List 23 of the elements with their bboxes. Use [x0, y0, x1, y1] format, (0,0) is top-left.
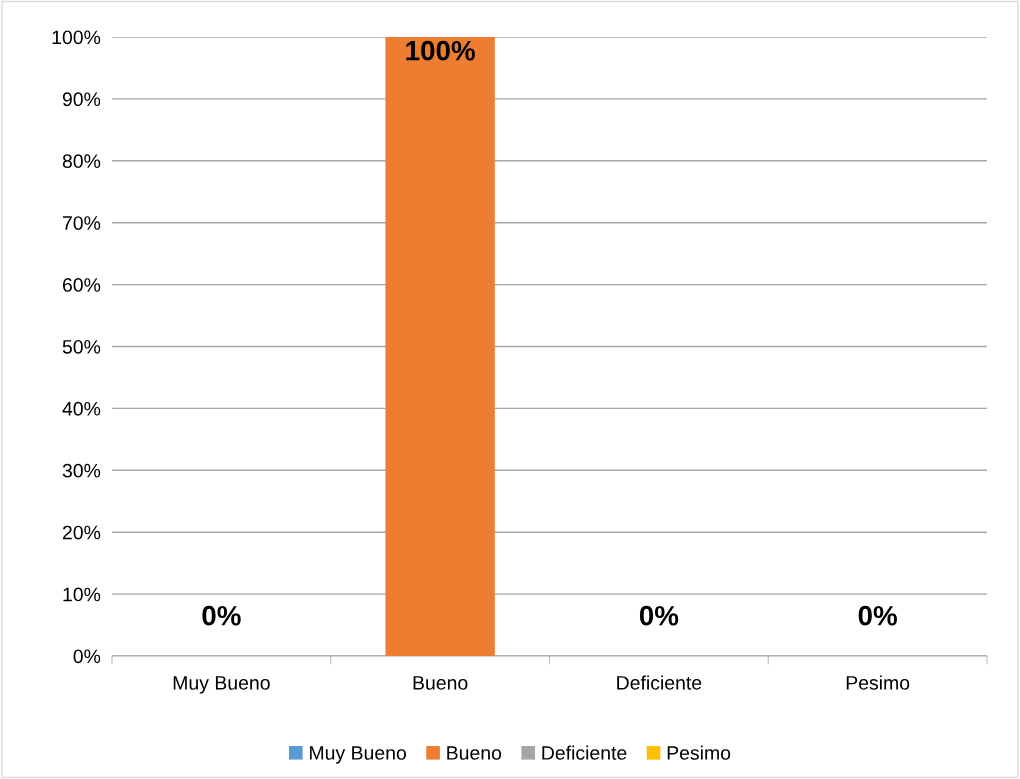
y-tick-label: 20% — [62, 525, 101, 540]
x-tick-label: Deficiente — [617, 675, 702, 690]
y-tick-label: 30% — [62, 463, 101, 478]
y-tick-label: 100% — [52, 30, 101, 45]
y-tick-label: 60% — [62, 278, 101, 292]
y-tick-label: 80% — [62, 154, 101, 169]
y-tick-label: 40% — [62, 401, 101, 416]
data-label: 0% — [202, 605, 241, 626]
legend-label: Pesimo — [667, 745, 731, 760]
legend-label: Deficiente — [542, 745, 627, 760]
x-tick-label: Muy Bueno — [173, 676, 270, 694]
data-label: 0% — [858, 605, 897, 626]
y-tick-label: 0% — [73, 649, 101, 664]
legend-label: Muy Bueno — [310, 746, 406, 764]
y-tick-label: 50% — [62, 339, 101, 354]
data-label: 100% — [406, 40, 475, 61]
y-tick-label: 70% — [62, 216, 101, 230]
legend-label: Bueno — [447, 746, 502, 760]
y-tick-label: 10% — [63, 587, 101, 602]
x-tick-label: Pesimo — [846, 675, 910, 690]
x-tick-label: Bueno — [413, 676, 468, 690]
data-label: 0% — [639, 605, 679, 626]
y-tick-label: 90% — [62, 92, 101, 107]
